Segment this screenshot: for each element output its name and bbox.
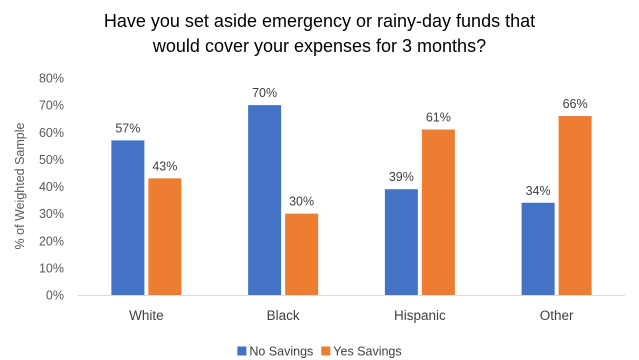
x-category-label: Hispanic	[394, 308, 446, 323]
bar-no-savings-black	[248, 105, 282, 295]
y-tick-label: 0%	[46, 289, 64, 303]
chart-title-line-2: would cover your expenses for 3 months?	[152, 36, 486, 56]
bar-yes-savings-hispanic	[421, 129, 455, 295]
plot-area	[111, 105, 592, 295]
bar-data-labels: 57% 43% 70% 30% 39% 61% 34% 66%	[115, 86, 587, 209]
y-tick-label: 30%	[39, 207, 64, 221]
x-axis-category-labels: White Black Hispanic Other	[129, 308, 574, 323]
chart-title: Have you set aside emergency or rainy-da…	[104, 11, 535, 56]
bar-no-savings-other	[521, 202, 555, 295]
y-axis-ticks: 0% 10% 20% 30% 40% 50% 60% 70% 80%	[39, 72, 64, 303]
legend-label: Yes Savings	[333, 345, 401, 359]
y-tick-label: 80%	[39, 72, 64, 86]
y-tick-label: 40%	[39, 180, 64, 194]
x-category-label: White	[129, 308, 164, 323]
x-category-label: Other	[540, 308, 574, 323]
chart-title-line-1: Have you set aside emergency or rainy-da…	[104, 11, 535, 31]
legend: No Savings Yes Savings	[237, 345, 402, 359]
bar-data-label: 57%	[115, 121, 140, 135]
y-tick-label: 70%	[39, 99, 64, 113]
bar-no-savings-hispanic	[384, 189, 418, 295]
y-tick-label: 50%	[39, 153, 64, 167]
bar-yes-savings-other	[558, 115, 592, 295]
bar-yes-savings-black	[285, 213, 319, 295]
legend-label: No Savings	[249, 345, 313, 359]
bar-yes-savings-white	[148, 178, 182, 295]
bar-data-label: 61%	[426, 111, 451, 125]
y-tick-label: 10%	[39, 261, 64, 275]
bar-data-label: 66%	[563, 97, 588, 111]
bar-data-label: 70%	[252, 86, 277, 100]
bar-data-label: 34%	[526, 184, 551, 198]
bar-no-savings-white	[111, 140, 145, 295]
x-category-label: Black	[267, 308, 300, 323]
legend-swatch	[237, 346, 247, 356]
y-tick-label: 60%	[39, 126, 64, 140]
bar-data-label: 43%	[152, 159, 177, 173]
bar-data-label: 39%	[389, 170, 414, 184]
y-axis-label: % of Weighted Sample	[13, 122, 27, 249]
legend-swatch	[321, 346, 331, 356]
y-tick-label: 20%	[39, 234, 64, 248]
bar-data-label: 30%	[289, 195, 314, 209]
